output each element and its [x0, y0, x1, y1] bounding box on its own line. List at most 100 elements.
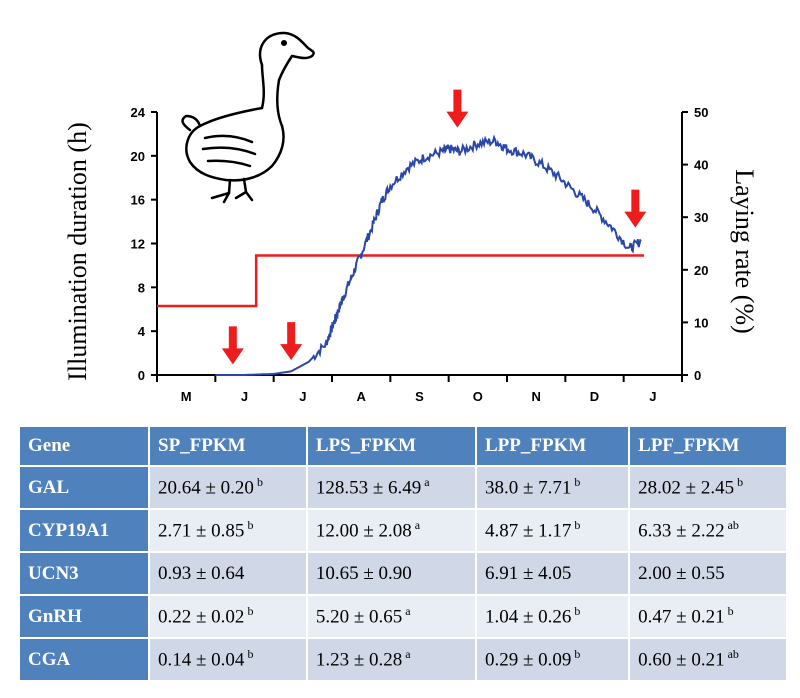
significance-letter: b	[247, 647, 254, 662]
red-arrow-marker	[221, 326, 244, 365]
fpkm-cell: 10.65 ± 0.90	[305, 551, 477, 596]
y-axis-title: Illumination duration (h)	[63, 122, 92, 381]
column-header: LPP_FPKM	[474, 425, 631, 467]
gene-name-cell: CGA	[18, 637, 150, 682]
red-arrow-marker	[280, 322, 303, 361]
fpkm-cell: 0.22 ± 0.02 b	[148, 594, 308, 639]
significance-letter: b	[574, 647, 581, 662]
significance-letter: b	[247, 604, 254, 619]
fpkm-value: 0.93 ± 0.64	[158, 562, 245, 584]
y-tick-label: 12	[131, 237, 145, 252]
x-tick-label: S	[415, 389, 424, 404]
significance-letter: ab	[727, 647, 739, 662]
y2-tick-label: 20	[694, 263, 708, 278]
fpkm-value: 10.65 ± 0.90	[315, 562, 412, 584]
table-row: CGA 0.14 ± 0.04 b 1.23 ± 0.28 a 0.29 ± 0.09 b 0…	[18, 637, 788, 682]
fpkm-cell: 6.33 ± 2.22 ab	[628, 508, 788, 553]
chart-area: 0 4 8 12 16 20 24 0 10 20 30 40 50 M J J A S O N D J Illuminat…	[63, 31, 759, 404]
significance-letter: a	[405, 604, 411, 619]
column-header: LPS_FPKM	[305, 425, 477, 467]
significance-letter: b	[737, 475, 744, 490]
fpkm-value: 6.33 ± 2.22	[638, 520, 725, 542]
y-tick-label: 8	[138, 280, 145, 295]
fpkm-value: 0.14 ± 0.04	[158, 649, 245, 671]
fpkm-cell: 28.02 ± 2.45 b	[628, 465, 788, 510]
fpkm-value: 28.02 ± 2.45	[638, 477, 735, 499]
x-tick-label: O	[473, 389, 483, 404]
fpkm-cell: 128.53 ± 6.49 a	[305, 465, 477, 510]
laying-rate-line	[215, 134, 642, 376]
fpkm-cell: 0.93 ± 0.64	[148, 551, 308, 596]
significance-letter: b	[727, 604, 734, 619]
y2-tick-label: 10	[694, 315, 708, 330]
table-row: GnRH 0.22 ± 0.02 b 5.20 ± 0.65 a 1.04 ± 0.26 b…	[18, 594, 788, 639]
fpkm-cell: 5.20 ± 0.65 a	[305, 594, 477, 639]
red-arrow-marker	[624, 189, 647, 228]
x-tick-label: J	[241, 389, 248, 404]
x-tick-label: D	[590, 389, 599, 404]
significance-letter: b	[574, 604, 581, 619]
fpkm-value: 38.0 ± 7.71	[484, 477, 572, 499]
y-tick-label: 24	[131, 105, 146, 120]
x-tick-label: J	[649, 389, 656, 404]
fpkm-value: 0.60 ± 0.21	[638, 649, 725, 671]
significance-letter: b	[247, 518, 254, 533]
fpkm-value: 0.47 ± 0.21	[638, 606, 725, 628]
x-tick-label: N	[531, 389, 540, 404]
table-header-row: Gene SP_FPKM LPS_FPKM LPP_FPKM LPF_FPKM	[18, 425, 788, 467]
fpkm-value: 2.71 ± 0.85	[158, 520, 245, 542]
y2-tick-label: 50	[694, 105, 708, 120]
y-tick-label: 0	[138, 368, 145, 383]
x-tick-label: J	[299, 389, 306, 404]
y-tick-label: 16	[131, 193, 145, 208]
y2-tick-label: 40	[694, 158, 708, 173]
y-tick-label: 4	[138, 324, 146, 339]
y2-axis-title: Laying rate (%)	[730, 169, 759, 334]
column-header: Gene	[18, 425, 150, 467]
fpkm-cell: 20.64 ± 0.20 b	[148, 465, 308, 510]
gene-name-cell: CYP19A1	[18, 508, 150, 553]
table-row: CYP19A1 2.71 ± 0.85 b 12.00 ± 2.08 a 4.87 ± 1…	[18, 508, 788, 553]
fpkm-value: 5.20 ± 0.65	[315, 606, 403, 628]
fpkm-cell: 0.47 ± 0.21 b	[628, 594, 788, 639]
fpkm-cell: 4.87 ± 1.17 b	[474, 508, 631, 553]
fpkm-value: 20.64 ± 0.20	[158, 477, 254, 499]
illumination-line	[157, 254, 645, 308]
x-tick-label: M	[181, 389, 192, 404]
fpkm-cell: 0.29 ± 0.09 b	[474, 637, 631, 682]
significance-letter: b	[574, 475, 581, 490]
fpkm-value: 128.53 ± 6.49	[315, 477, 422, 499]
fpkm-value: 0.29 ± 0.09	[484, 649, 572, 671]
fpkm-cell: 12.00 ± 2.08 a	[305, 508, 477, 553]
fpkm-cell: 1.04 ± 0.26 b	[474, 594, 631, 639]
fpkm-cell: 0.60 ± 0.21 ab	[628, 637, 788, 682]
y2-tick-label: 0	[694, 368, 701, 383]
fpkm-cell: 38.0 ± 7.71 b	[474, 465, 631, 510]
significance-letter: a	[424, 475, 430, 490]
y2-tick-label: 30	[694, 210, 708, 225]
fpkm-cell: 6.91 ± 4.05	[474, 551, 631, 596]
goose-illustration	[181, 31, 315, 204]
fpkm-cell: 0.14 ± 0.04 b	[148, 637, 308, 682]
x-tick-label: A	[356, 389, 366, 404]
significance-letter: a	[414, 518, 421, 533]
fpkm-cell: 1.23 ± 0.28 a	[305, 637, 477, 682]
fpkm-value: 4.87 ± 1.17	[484, 520, 572, 542]
fpkm-value: 1.23 ± 0.28	[315, 649, 403, 671]
column-header: SP_FPKM	[148, 425, 308, 467]
table-row: GAL 20.64 ± 0.20 b 128.53 ± 6.49 a 38.0 ± 7.7…	[18, 465, 788, 510]
fpkm-value: 1.04 ± 0.26	[484, 606, 572, 628]
significance-letter: ab	[727, 518, 739, 533]
gene-name-cell: UCN3	[18, 551, 150, 596]
significance-letter: a	[405, 647, 411, 662]
table-row: UCN3 0.93 ± 0.64 10.65 ± 0.90 6.91 ± 4.05 2.…	[18, 551, 788, 596]
fpkm-value: 12.00 ± 2.08	[315, 520, 412, 542]
fpkm-value: 6.91 ± 4.05	[484, 562, 572, 584]
significance-letter: b	[574, 518, 581, 533]
fpkm-cell: 2.00 ± 0.55	[628, 551, 788, 596]
gene-name-cell: GAL	[18, 465, 150, 510]
fpkm-value: 0.22 ± 0.02	[158, 606, 245, 628]
column-header: LPF_FPKM	[628, 425, 788, 467]
y-tick-label: 20	[131, 149, 145, 164]
fpkm-value: 2.00 ± 0.55	[638, 562, 725, 584]
